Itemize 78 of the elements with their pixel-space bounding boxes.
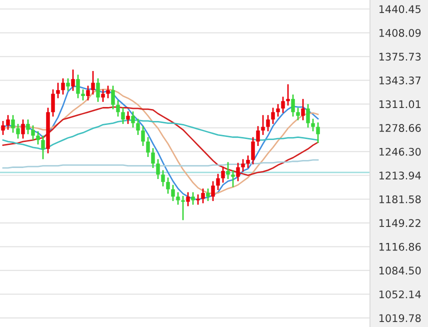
candlestick <box>216 173 220 191</box>
candlestick <box>181 195 185 221</box>
y-tick-label: 1084.50 <box>379 266 421 275</box>
candlestick <box>226 161 230 180</box>
y-tick-label: 1440.45 <box>379 5 420 14</box>
candlestick <box>61 78 65 96</box>
candlestick <box>286 84 290 106</box>
candlestick <box>86 85 90 102</box>
y-tick-label: 1019.78 <box>379 314 421 322</box>
candlestick <box>146 136 150 158</box>
candlestick <box>231 169 235 188</box>
candlestick <box>256 125 260 147</box>
candlestick <box>291 94 295 118</box>
y-tick-label: 1343.37 <box>379 76 421 84</box>
candlestick <box>201 188 205 204</box>
candlestick <box>196 194 200 206</box>
candlestick <box>1 120 5 136</box>
candlestick <box>6 114 10 130</box>
candlestick <box>281 96 285 114</box>
candlestick <box>126 110 130 125</box>
candlestick <box>301 98 305 121</box>
candlestick <box>261 114 265 136</box>
candlestick <box>241 158 245 172</box>
candlestick <box>21 118 25 140</box>
y-tick-label: 1116.86 <box>379 242 421 251</box>
y-tick-label: 1052.14 <box>379 290 421 298</box>
y-tick-label: 1246.30 <box>379 148 421 156</box>
candlestick <box>16 123 20 140</box>
candlestick <box>51 88 55 118</box>
candlestick <box>311 118 315 132</box>
candlestick <box>296 107 300 121</box>
candlestick <box>31 124 35 141</box>
candlestick <box>76 74 80 99</box>
candlestick <box>56 82 60 99</box>
candlestick <box>26 118 30 135</box>
candlestick <box>276 103 280 118</box>
y-tick-label: 1213.94 <box>379 172 421 180</box>
candlestick <box>41 134 45 160</box>
candlestick <box>111 85 115 110</box>
line-series <box>2 106 319 176</box>
candlestick <box>71 68 75 92</box>
y-tick-label: 1375.73 <box>379 52 421 61</box>
y-tick-label: 1278.66 <box>379 124 421 132</box>
candlestick <box>171 184 175 202</box>
candlestick <box>151 147 155 169</box>
candlestick <box>306 103 310 128</box>
candlestick <box>11 114 15 134</box>
candlestick <box>91 70 95 96</box>
candlestick <box>191 192 195 206</box>
y-tick-label: 1408.09 <box>379 28 421 37</box>
candlestick <box>136 118 140 136</box>
candlestick <box>176 192 180 206</box>
candlestick <box>81 88 85 102</box>
candlestick <box>251 136 255 166</box>
candlestick <box>106 85 110 99</box>
candlestick <box>101 88 105 103</box>
candlestick <box>266 114 270 132</box>
candlestick <box>121 107 125 125</box>
candlestick <box>236 162 240 182</box>
candlestick <box>131 110 135 128</box>
candlestick <box>211 180 215 202</box>
candlestick <box>36 130 40 146</box>
candlestick <box>271 107 275 125</box>
y-tick-label: 1149.22 <box>379 219 420 228</box>
y-tick-label: 1311.01 <box>379 100 420 108</box>
candlestick <box>156 158 160 180</box>
candlestick <box>186 192 190 207</box>
candlestick <box>161 169 165 188</box>
candlestick <box>246 154 250 169</box>
candlestick <box>116 100 120 118</box>
candlestick <box>316 122 320 144</box>
candlestick <box>141 125 145 147</box>
candlestick <box>96 78 100 103</box>
candlestick <box>221 166 225 184</box>
y-tick-label: 1181.58 <box>379 195 421 204</box>
candlestick <box>66 78 70 92</box>
candlestick <box>206 188 210 202</box>
candlestick <box>166 176 170 194</box>
